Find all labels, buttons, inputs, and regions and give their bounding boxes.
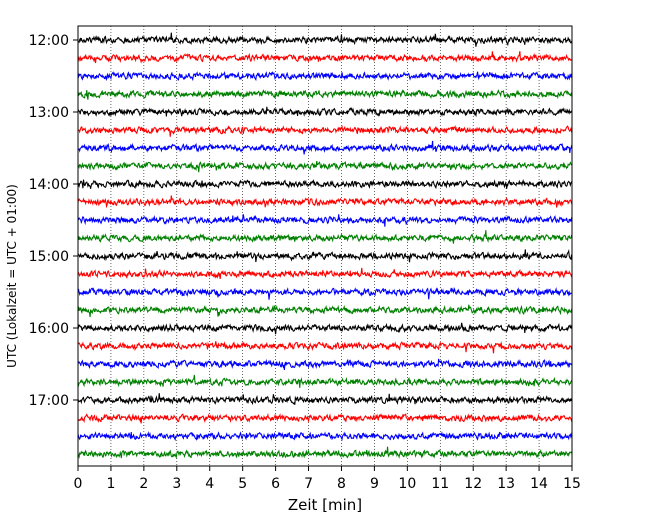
x-tick-label-11: 11 [431, 476, 449, 492]
trace-1245 [77, 89, 573, 100]
x-tick-label-10: 10 [398, 476, 416, 492]
x-tick-label-5: 5 [238, 476, 247, 492]
trace-1730 [77, 430, 573, 442]
trace-1300 [77, 106, 573, 118]
trace-1345 [77, 160, 573, 173]
y-tick-label-1200: 12:00 [29, 33, 69, 49]
trace-1645 [77, 374, 573, 388]
x-axis-label: Zeit [min] [288, 496, 362, 514]
y-axis-label: UTC (Lokalzeit = UTC + 01:00) [5, 184, 19, 368]
trace-1715 [77, 412, 573, 424]
x-tick-label-3: 3 [172, 476, 181, 492]
trace-1430 [77, 214, 573, 227]
trace-1415 [77, 195, 573, 209]
x-tick-label-6: 6 [271, 476, 280, 492]
trace-1630 [77, 358, 573, 370]
trace-1545 [77, 304, 573, 318]
trace-1500 [77, 249, 573, 263]
x-tick-label-15: 15 [563, 476, 581, 492]
trace-1400 [77, 179, 573, 190]
plot-frame [77, 25, 573, 467]
x-tick-label-0: 0 [74, 476, 83, 492]
trace-1200 [77, 32, 573, 47]
y-tick-label-1300: 13:00 [29, 105, 69, 121]
vertical-grid [110, 26, 540, 466]
trace-1615 [77, 341, 573, 354]
trace-1445 [77, 230, 573, 244]
y-tick-label-1600: 16:00 [29, 321, 69, 337]
y-tick-label-1500: 15:00 [29, 249, 69, 265]
trace-1530 [77, 287, 573, 300]
y-tick-label-1400: 14:00 [29, 177, 69, 193]
x-tick-label-1: 1 [106, 476, 115, 492]
x-tick-label-9: 9 [370, 476, 379, 492]
x-tick-label-12: 12 [464, 476, 482, 492]
x-tick-label-8: 8 [337, 476, 346, 492]
x-axis-ticks: 0 1 2 3 4 5 6 7 8 9 10 11 12 13 14 15 [74, 466, 581, 492]
x-tick-label-4: 4 [205, 476, 214, 492]
trace-group [77, 32, 573, 459]
y-tick-label-1700: 17:00 [29, 393, 69, 409]
trace-1215 [77, 51, 573, 64]
trace-1700 [77, 393, 573, 406]
x-tick-label-2: 2 [139, 476, 148, 492]
trace-1315 [77, 125, 573, 137]
trace-1515 [77, 267, 573, 280]
trace-1745 [77, 446, 573, 459]
trace-1330 [77, 140, 573, 155]
x-tick-label-14: 14 [530, 476, 548, 492]
trace-1600 [77, 322, 573, 335]
x-tick-label-13: 13 [497, 476, 515, 492]
x-tick-label-7: 7 [304, 476, 313, 492]
trace-1230 [77, 71, 573, 82]
y-axis-ticks: 12:00 13:00 14:00 15:00 16:00 17:00 [29, 33, 78, 409]
